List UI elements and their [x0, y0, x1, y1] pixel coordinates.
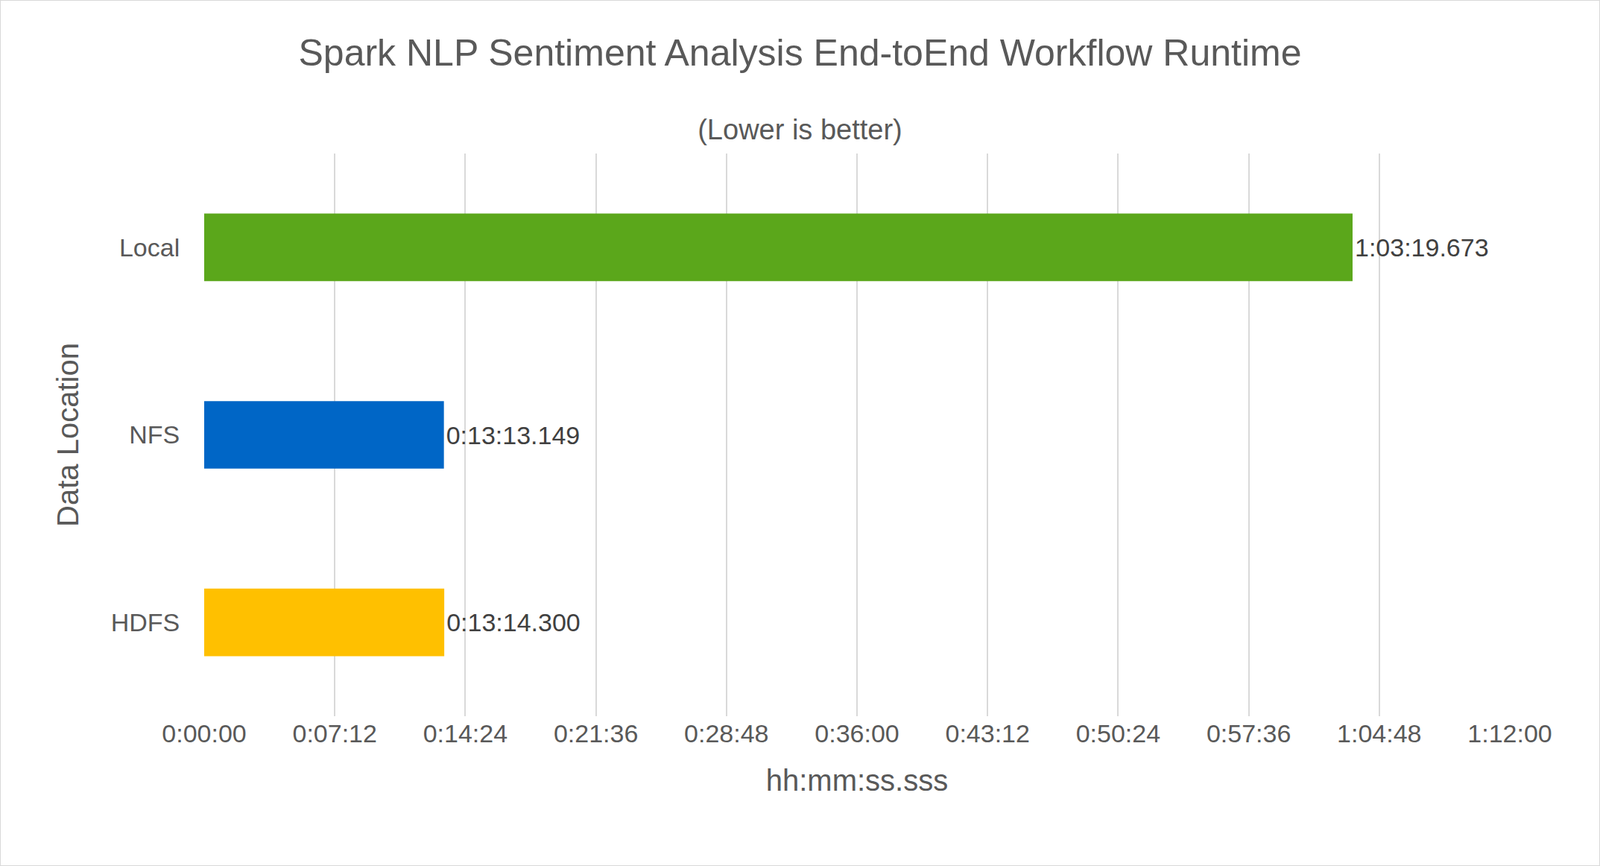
- svg-text:0:21:36: 0:21:36: [553, 719, 638, 748]
- svg-text:NFS: NFS: [128, 420, 180, 449]
- svg-text:Local: Local: [119, 233, 180, 262]
- svg-text:1:03:19.673: 1:03:19.673: [1354, 233, 1489, 262]
- svg-text:HDFS: HDFS: [111, 608, 181, 637]
- svg-text:0:13:14.300: 0:13:14.300: [446, 608, 581, 637]
- svg-text:0:00:00: 0:00:00: [161, 719, 246, 748]
- svg-text:0:28:48: 0:28:48: [684, 719, 769, 748]
- svg-text:(Lower is better): (Lower is better): [697, 114, 903, 146]
- svg-text:hh:mm:ss.sss: hh:mm:ss.sss: [766, 763, 948, 797]
- svg-text:Data Location: Data Location: [51, 342, 85, 527]
- svg-text:Spark NLP Sentiment Analysis E: Spark NLP Sentiment Analysis End-toEnd W…: [298, 32, 1302, 74]
- svg-text:0:36:00: 0:36:00: [814, 719, 899, 748]
- svg-text:0:07:12: 0:07:12: [292, 719, 377, 748]
- svg-text:0:57:36: 0:57:36: [1206, 719, 1291, 748]
- svg-text:0:14:24: 0:14:24: [423, 719, 508, 748]
- svg-text:0:13:13.149: 0:13:13.149: [446, 421, 581, 450]
- svg-text:1:12:00: 1:12:00: [1467, 719, 1552, 748]
- svg-text:1:04:48: 1:04:48: [1336, 719, 1422, 748]
- svg-text:0:43:12: 0:43:12: [944, 719, 1030, 748]
- svg-text:0:50:24: 0:50:24: [1076, 719, 1161, 748]
